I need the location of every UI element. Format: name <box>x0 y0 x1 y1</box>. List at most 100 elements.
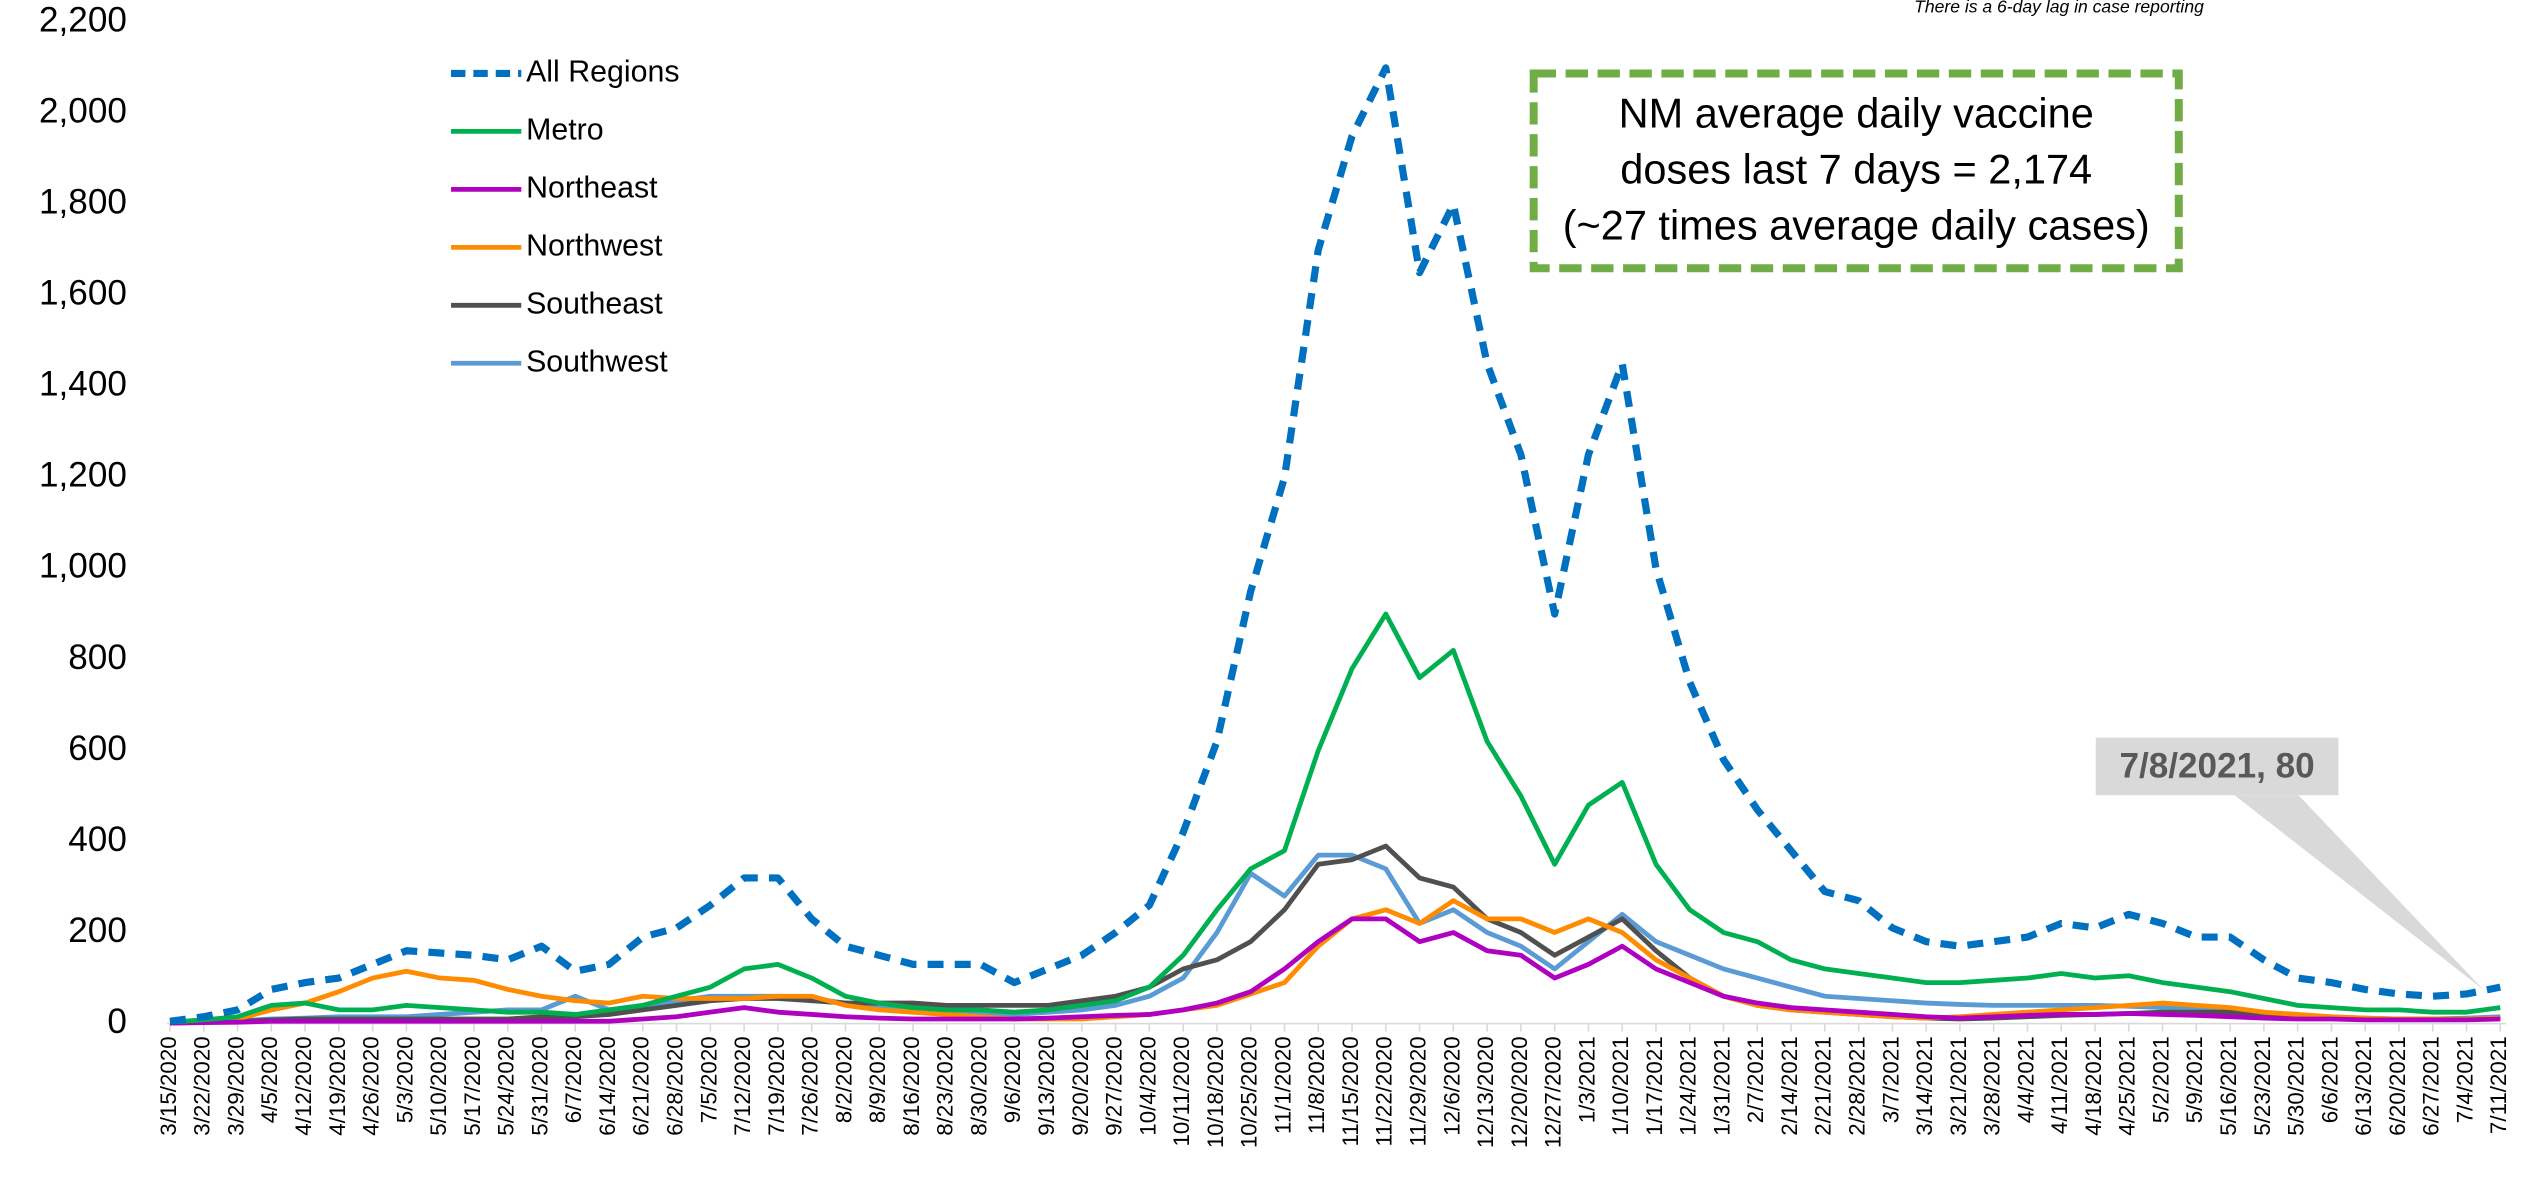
x-tick-label: 8/2/2020 <box>831 1036 856 1123</box>
y-tick-label: 1,200 <box>39 456 127 495</box>
series-line <box>169 852 2501 1026</box>
x-tick-label: 10/11/2020 <box>1169 1036 1194 1146</box>
x-tick-label: 7/11/2021 <box>2486 1036 2511 1134</box>
x-tick-label: 3/7/2021 <box>1878 1036 1903 1123</box>
x-tick-label: 6/27/2021 <box>2419 1036 2444 1135</box>
legend-label: Northwest <box>526 229 663 262</box>
y-tick-label: 1,400 <box>39 365 127 404</box>
x-tick-label: 6/28/2020 <box>662 1036 687 1135</box>
x-tick-label: 10/25/2020 <box>1237 1036 1262 1148</box>
x-tick-label: 6/13/2021 <box>2351 1036 2376 1135</box>
x-tick-label: 3/21/2021 <box>1946 1036 1971 1135</box>
x-tick-label: 12/13/2020 <box>1473 1036 1498 1148</box>
series-line <box>169 64 2501 1025</box>
x-tick-label: 4/26/2020 <box>359 1036 384 1135</box>
y-tick-label: 800 <box>68 638 127 677</box>
x-tick-label: 5/10/2020 <box>426 1036 451 1135</box>
x-tick-label: 5/3/2020 <box>392 1036 417 1123</box>
x-tick-label: 4/18/2021 <box>2081 1036 2106 1135</box>
series-line <box>169 611 2501 1025</box>
x-tick-label: 6/20/2021 <box>2385 1036 2410 1135</box>
x-tick-label: 7/19/2020 <box>764 1036 789 1135</box>
series-line <box>169 898 2501 1026</box>
x-tick-label: 12/20/2020 <box>1507 1036 1532 1148</box>
x-tick-label: 6/21/2020 <box>629 1036 654 1135</box>
x-tick-label: 12/27/2020 <box>1541 1036 1566 1148</box>
x-tick-label: 6/14/2020 <box>595 1036 620 1135</box>
annotation-box <box>1529 69 2183 273</box>
x-tick-label: 10/18/2020 <box>1203 1036 1228 1148</box>
callout-box <box>2095 737 2339 796</box>
x-tick-label: 10/4/2020 <box>1135 1036 1160 1135</box>
x-tick-label: 3/28/2021 <box>1980 1036 2005 1135</box>
x-tick-label: 5/23/2021 <box>2250 1036 2275 1135</box>
x-tick-label: 5/2/2021 <box>2148 1036 2173 1123</box>
x-tick-label: 8/9/2020 <box>865 1036 890 1123</box>
x-tick-label: 11/29/2020 <box>1405 1036 1430 1146</box>
x-tick-label: 3/14/2021 <box>1912 1036 1937 1135</box>
y-tick-label: 1,000 <box>39 547 127 586</box>
x-tick-label: 7/5/2020 <box>696 1036 721 1123</box>
callout-pointer <box>2234 795 2484 991</box>
x-tick-label: 2/14/2021 <box>1777 1036 1802 1135</box>
x-tick-label: 4/4/2021 <box>2013 1036 2038 1123</box>
y-tick-label: 1,600 <box>39 274 127 313</box>
x-tick-label: 2/21/2021 <box>1811 1036 1836 1135</box>
x-tick-label: 5/31/2020 <box>527 1036 552 1135</box>
legend-label: Southwest <box>526 345 668 378</box>
x-tick-label: 4/19/2020 <box>325 1036 350 1135</box>
y-tick-label: 1,800 <box>39 183 127 222</box>
x-tick-label: 11/1/2020 <box>1270 1036 1295 1134</box>
x-tick-label: 4/5/2020 <box>257 1036 282 1123</box>
callout-label: 7/8/2021, 80 <box>2119 746 2314 785</box>
x-tick-label: 11/8/2020 <box>1304 1036 1329 1134</box>
x-tick-label: 11/15/2020 <box>1338 1036 1363 1146</box>
x-tick-label: 5/17/2020 <box>460 1036 485 1135</box>
x-tick-label: 11/22/2020 <box>1372 1036 1397 1146</box>
x-tick-label: 1/17/2021 <box>1642 1036 1667 1135</box>
x-tick-label: 7/12/2020 <box>730 1036 755 1135</box>
legend-label: Northeast <box>526 171 658 204</box>
x-tick-label: 3/15/2020 <box>156 1036 181 1135</box>
x-tick-label: 8/30/2020 <box>966 1036 991 1135</box>
x-tick-label: 2/7/2021 <box>1743 1036 1768 1123</box>
x-tick-label: 6/6/2021 <box>2317 1036 2342 1123</box>
x-tick-label: 3/29/2020 <box>223 1036 248 1135</box>
x-tick-label: 1/24/2021 <box>1676 1036 1701 1135</box>
y-tick-label: 2,000 <box>39 92 127 131</box>
x-tick-label: 5/24/2020 <box>494 1036 519 1135</box>
x-tick-label: 8/16/2020 <box>899 1036 924 1135</box>
x-tick-label: 3/22/2020 <box>190 1036 215 1135</box>
legend-label: Metro <box>526 113 604 146</box>
x-tick-label: 1/3/2021 <box>1574 1036 1599 1123</box>
x-tick-label: 5/30/2021 <box>2284 1036 2309 1135</box>
annotation-line: doses last 7 days = 2,174 <box>1620 145 2092 192</box>
note: There is a 6-day lag in case reporting <box>1914 0 2204 17</box>
x-tick-label: 4/12/2020 <box>291 1036 316 1135</box>
y-tick-label: 200 <box>68 911 127 950</box>
x-tick-label: 8/23/2020 <box>933 1036 958 1135</box>
x-tick-label: 7/26/2020 <box>798 1036 823 1135</box>
x-tick-label: 9/27/2020 <box>1102 1036 1127 1135</box>
x-tick-label: 5/9/2021 <box>2182 1036 2207 1123</box>
y-tick-label: 600 <box>68 729 127 768</box>
y-tick-label: 0 <box>107 1002 127 1041</box>
x-tick-label: 4/25/2021 <box>2115 1036 2140 1135</box>
legend-label: Southeast <box>526 287 663 320</box>
x-tick-label: 9/6/2020 <box>1000 1036 1025 1123</box>
x-tick-label: 9/20/2020 <box>1068 1036 1093 1135</box>
x-tick-label: 4/11/2021 <box>2047 1036 2072 1134</box>
x-tick-label: 1/31/2021 <box>1709 1036 1734 1135</box>
legend-label: All Regions <box>526 55 679 88</box>
y-tick-label: 400 <box>68 820 127 859</box>
x-tick-label: 6/7/2020 <box>561 1036 586 1123</box>
x-tick-label: 12/6/2020 <box>1439 1036 1464 1135</box>
x-tick-label: 1/10/2021 <box>1608 1036 1633 1135</box>
x-tick-label: 2/28/2021 <box>1845 1036 1870 1135</box>
series-line <box>169 916 2501 1026</box>
x-tick-label: 7/4/2021 <box>2452 1036 2477 1123</box>
x-tick-label: 9/13/2020 <box>1034 1036 1059 1135</box>
annotation-line: NM average daily vaccine <box>1619 90 2094 137</box>
y-tick-label: 2,200 <box>39 1 127 40</box>
